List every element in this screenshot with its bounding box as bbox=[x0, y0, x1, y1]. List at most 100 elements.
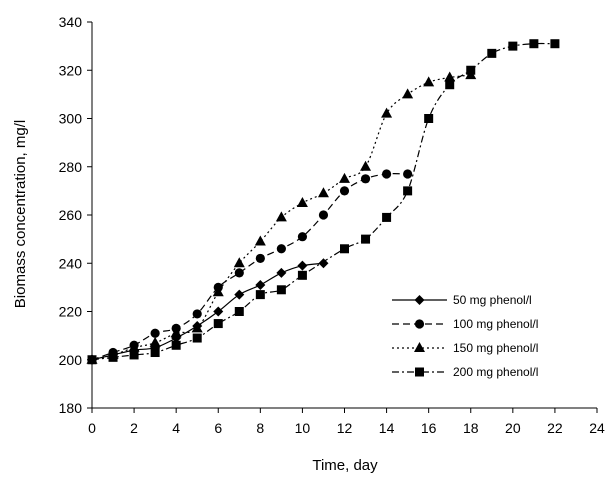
x-tick-label: 18 bbox=[463, 420, 479, 436]
series-line bbox=[91, 173, 408, 361]
legend: 50 mg phenol/l 100 mg phenol/l 150 mg phen… bbox=[392, 293, 538, 379]
data-point bbox=[170, 327, 182, 338]
data-point bbox=[149, 336, 161, 347]
data-point bbox=[234, 289, 245, 300]
data-point bbox=[340, 244, 349, 254]
data-point bbox=[212, 286, 224, 297]
x-tick-label: 14 bbox=[379, 420, 395, 436]
data-point bbox=[424, 114, 434, 123]
x-tick-label: 22 bbox=[547, 420, 563, 436]
legend-label: 200 mg phenol/l bbox=[453, 365, 538, 379]
data-point bbox=[255, 290, 265, 300]
y-tick-label: 260 bbox=[59, 207, 83, 223]
x-tick-label: 10 bbox=[295, 420, 311, 436]
legend-entry: 50 mg phenol/l bbox=[392, 293, 532, 307]
legend-entry: 200 mg phenol/l bbox=[392, 365, 538, 379]
x-tick-label: 4 bbox=[172, 420, 180, 436]
y-tick-label: 320 bbox=[59, 62, 83, 78]
legend-marker bbox=[414, 319, 425, 329]
series-circle bbox=[87, 169, 413, 365]
data-point bbox=[255, 279, 266, 290]
data-point bbox=[381, 169, 392, 179]
y-tick-label: 240 bbox=[59, 255, 83, 271]
y-tick-label: 300 bbox=[59, 111, 83, 127]
data-point bbox=[361, 234, 371, 244]
x-tick-label: 0 bbox=[88, 420, 96, 436]
x-axis-label: Time, day bbox=[312, 457, 378, 474]
legend-label: 150 mg phenol/l bbox=[453, 341, 538, 355]
data-point bbox=[297, 270, 307, 280]
data-point bbox=[108, 352, 118, 362]
legend-marker bbox=[414, 342, 425, 352]
data-point bbox=[213, 319, 223, 329]
data-point bbox=[213, 306, 224, 317]
data-point bbox=[234, 307, 244, 316]
data-point bbox=[191, 322, 203, 333]
data-point bbox=[423, 76, 435, 87]
x-tick-label: 12 bbox=[337, 420, 353, 436]
y-tick-label: 200 bbox=[59, 352, 83, 368]
data-point bbox=[254, 235, 266, 246]
legend-entry: 100 mg phenol/l bbox=[392, 317, 538, 331]
y-tick-label: 340 bbox=[59, 14, 83, 30]
series-square bbox=[87, 39, 560, 365]
legend-marker bbox=[414, 295, 425, 305]
legend-label: 50 mg phenol/l bbox=[453, 293, 532, 307]
data-point bbox=[192, 309, 202, 319]
data-point bbox=[276, 267, 287, 278]
data-point bbox=[529, 39, 539, 49]
data-point bbox=[87, 355, 97, 365]
data-point bbox=[487, 48, 497, 58]
x-tick-label: 8 bbox=[256, 420, 264, 436]
x-tick-label: 6 bbox=[214, 420, 222, 436]
data-point bbox=[129, 350, 139, 360]
data-point bbox=[360, 174, 371, 184]
data-point bbox=[444, 71, 456, 82]
data-point bbox=[192, 333, 202, 343]
data-point bbox=[339, 172, 350, 183]
data-point bbox=[297, 232, 308, 242]
data-point bbox=[382, 212, 392, 222]
data-point bbox=[360, 160, 372, 171]
x-tick-label: 16 bbox=[421, 420, 437, 436]
y-axis-ticks: 180 200 220 240 260 280 300 320 340 bbox=[59, 14, 92, 416]
data-point bbox=[550, 39, 560, 49]
x-tick-label: 2 bbox=[130, 420, 138, 436]
legend-label: 100 mg phenol/l bbox=[453, 317, 538, 331]
data-point bbox=[255, 253, 265, 264]
data-point bbox=[275, 211, 287, 222]
legend-entry: 150 mg phenol/l bbox=[392, 341, 538, 355]
data-point bbox=[508, 41, 518, 51]
data-point bbox=[339, 186, 350, 196]
data-point bbox=[276, 285, 286, 295]
data-point bbox=[234, 268, 244, 278]
x-tick-label: 24 bbox=[589, 420, 605, 436]
y-tick-label: 280 bbox=[59, 159, 83, 175]
data-point bbox=[318, 210, 329, 220]
data-point bbox=[171, 340, 181, 350]
series-triangle bbox=[86, 69, 477, 364]
data-point bbox=[381, 107, 393, 118]
y-tick-label: 220 bbox=[59, 304, 83, 320]
data-point bbox=[317, 187, 329, 198]
data-point bbox=[403, 169, 413, 179]
y-axis-label: Biomass concentration, mg/l bbox=[12, 120, 29, 308]
series-layer bbox=[86, 39, 560, 365]
x-tick-label: 20 bbox=[505, 420, 521, 436]
data-point bbox=[403, 186, 413, 196]
legend-marker bbox=[415, 367, 424, 377]
data-point bbox=[276, 244, 286, 254]
data-point bbox=[402, 88, 414, 99]
data-point bbox=[466, 65, 476, 75]
data-point bbox=[150, 348, 160, 358]
data-point bbox=[296, 196, 308, 207]
data-point bbox=[150, 328, 160, 338]
data-point bbox=[445, 80, 455, 90]
data-point bbox=[233, 257, 245, 268]
series-line bbox=[91, 42, 555, 361]
data-point bbox=[128, 341, 140, 352]
y-tick-label: 180 bbox=[59, 400, 83, 416]
data-point bbox=[297, 260, 308, 271]
x-axis-ticks: 0 2 4 6 8 10 12 14 16 18 20 22 24 bbox=[88, 408, 605, 436]
